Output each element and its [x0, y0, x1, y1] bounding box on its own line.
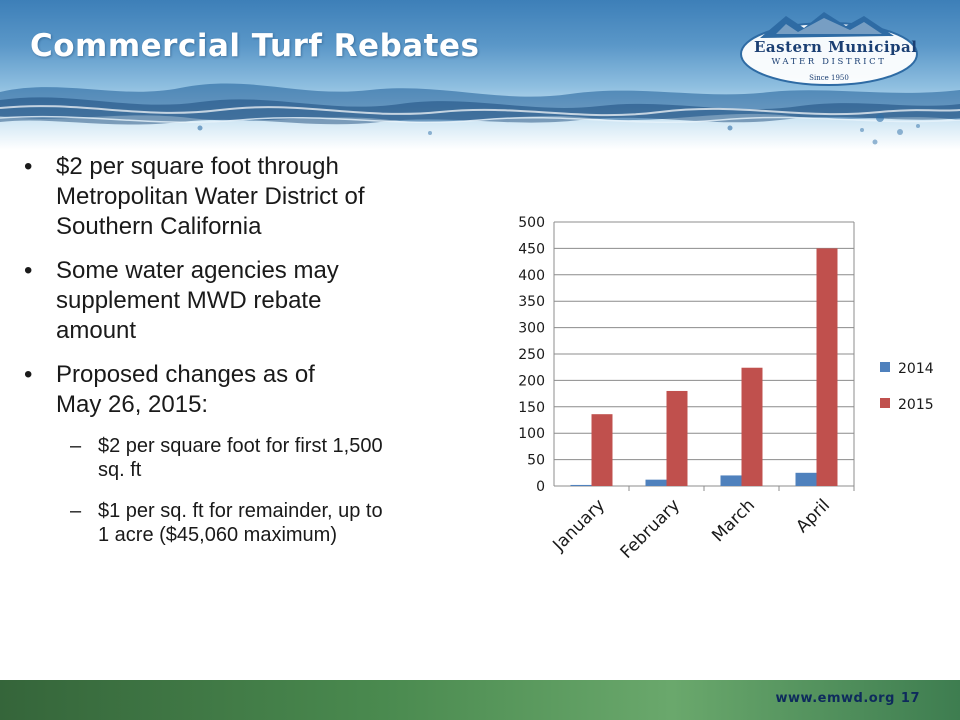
logo-subtitle: WATER DISTRICT: [771, 57, 887, 67]
bullet-line: $2 per square foot through: [56, 153, 339, 180]
legend-label: 2014: [898, 361, 934, 377]
bar-2015-january: [591, 414, 613, 486]
y-tick-label: 300: [518, 321, 545, 337]
y-tick-label: 350: [518, 294, 545, 310]
bullet-line: supplement MWD rebate: [56, 287, 322, 314]
sub-bullet-marker: –: [70, 500, 82, 522]
legend-swatch: [880, 398, 890, 408]
logo-emblem-icon: [740, 12, 918, 86]
bullet-item: • Some water agencies may supplement MWD…: [24, 256, 484, 346]
emwd-logo: Eastern Municipal WATER DISTRICT Since 1…: [724, 8, 924, 88]
bullet-line: May 26, 2015:: [56, 391, 209, 418]
bullet-line: amount: [56, 317, 137, 344]
legend-label: 2015: [898, 397, 934, 413]
y-tick-label: 250: [518, 347, 545, 363]
rebate-bar-chart: 0 50 100 150 200 250 300 350 400 450 500 January Feb…: [518, 215, 934, 563]
bar-2014-february: [645, 479, 667, 486]
footer-info: www.emwd.org 17: [776, 691, 921, 706]
header-banner: Commercial Turf Rebates Eastern Municipa…: [0, 0, 960, 150]
sub-bullet-item: – $2 per square foot for first 1,500 sq.…: [24, 434, 484, 482]
y-tick-label: 100: [518, 426, 545, 442]
bullet-marker: •: [24, 153, 33, 180]
bullet-marker: •: [24, 257, 33, 284]
footer-url[interactable]: www.emwd.org: [775, 691, 895, 706]
x-tick-label: March: [708, 495, 759, 546]
x-tick-label: February: [617, 495, 684, 562]
sub-bullet-line: $1 per sq. ft for remainder, up to: [98, 500, 383, 522]
bullet-marker: •: [24, 361, 33, 388]
bullet-line: Metropolitan Water District of: [56, 183, 365, 210]
bullet-item: • $2 per square foot through Metropolita…: [24, 152, 484, 242]
bullet-line: Southern California: [56, 213, 262, 240]
y-tick-label: 200: [518, 373, 545, 389]
sub-bullet-line: sq. ft: [98, 459, 142, 481]
bullet-line: Some water agencies may: [56, 257, 339, 284]
y-tick-label: 50: [527, 453, 545, 469]
bar-2015-march: [741, 367, 763, 486]
slide-title: Commercial Turf Rebates: [30, 28, 480, 64]
footer-bar: www.emwd.org 17: [0, 680, 960, 720]
bar-2014-march: [720, 475, 742, 486]
bar-2014-january: [570, 484, 592, 486]
bullet-line: Proposed changes as of: [56, 361, 315, 388]
water-wave-graphic: [0, 83, 960, 145]
y-tick-label: 400: [518, 268, 545, 284]
sub-bullet-line: 1 acre ($45,060 maximum): [98, 524, 337, 546]
bar-2015-february: [666, 390, 688, 486]
y-tick-label: 150: [518, 400, 545, 416]
bullet-item: • Proposed changes as of May 26, 2015:: [24, 360, 484, 420]
y-tick-label: 0: [536, 479, 545, 495]
x-tick-label: April: [792, 495, 834, 537]
page-number: 17: [900, 691, 920, 706]
logo-name: Eastern Municipal: [754, 38, 918, 56]
logo-since: Since 1950: [809, 74, 849, 82]
bar-2015-april: [816, 248, 838, 486]
y-tick-label: 450: [518, 241, 545, 257]
bullet-list: • $2 per square foot through Metropolita…: [24, 152, 484, 564]
x-tick-label: January: [549, 495, 609, 555]
sub-bullet-item: – $1 per sq. ft for remainder, up to 1 a…: [24, 499, 484, 547]
sub-bullet-marker: –: [70, 435, 82, 457]
bar-2014-april: [795, 472, 817, 486]
y-tick-label: 500: [518, 215, 545, 231]
sub-bullet-line: $2 per square foot for first 1,500: [98, 435, 383, 457]
legend-swatch: [880, 362, 890, 372]
